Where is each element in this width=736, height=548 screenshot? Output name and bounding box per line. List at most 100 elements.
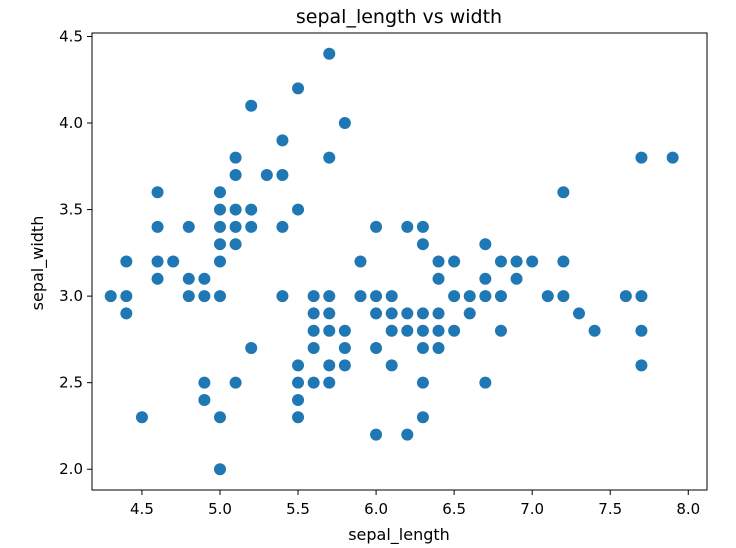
data-point (416, 238, 429, 251)
data-point (213, 220, 226, 233)
data-point (370, 220, 383, 233)
data-point (260, 168, 273, 181)
data-point (354, 255, 367, 268)
data-point (338, 342, 351, 355)
x-tick-label: 5.5 (286, 500, 310, 518)
data-point (120, 290, 133, 303)
x-tick-label: 5.0 (208, 500, 232, 518)
data-point (635, 290, 648, 303)
data-point (229, 238, 242, 251)
data-point (198, 393, 211, 406)
data-point (416, 307, 429, 320)
data-point (213, 255, 226, 268)
data-point (370, 290, 383, 303)
data-point (635, 359, 648, 372)
data-point (354, 290, 367, 303)
data-point (229, 220, 242, 233)
data-point (245, 342, 258, 355)
data-point (463, 307, 476, 320)
data-point (307, 376, 320, 389)
y-tick-label: 2.0 (59, 460, 83, 478)
data-point (292, 82, 305, 95)
data-point (479, 376, 492, 389)
x-axis-label: sepal_length (348, 525, 450, 545)
data-point (370, 342, 383, 355)
data-point (463, 290, 476, 303)
data-point (213, 290, 226, 303)
y-tick-label: 4.0 (59, 114, 83, 132)
data-point (198, 376, 211, 389)
x-tick-label: 4.5 (130, 500, 154, 518)
data-point (167, 255, 180, 268)
data-point (307, 290, 320, 303)
data-point (385, 324, 398, 337)
y-axis-label: sepal_width (28, 216, 48, 311)
data-point (213, 463, 226, 476)
data-point (323, 290, 336, 303)
data-point (229, 151, 242, 164)
data-point (416, 220, 429, 233)
data-point (338, 117, 351, 130)
data-point (292, 359, 305, 372)
data-point (307, 307, 320, 320)
data-point (370, 307, 383, 320)
data-point (323, 307, 336, 320)
data-point (494, 324, 507, 337)
data-point (510, 255, 523, 268)
data-point (494, 255, 507, 268)
data-point (557, 186, 570, 199)
data-point (182, 272, 195, 285)
x-axis-ticks: 4.5 5.0 5.5 6.0 6.5 7.0 7.5 8.0 (130, 490, 700, 518)
data-point (151, 220, 164, 233)
y-tick-label: 3.0 (59, 287, 83, 305)
data-point (541, 290, 554, 303)
data-point (432, 342, 445, 355)
data-point (292, 411, 305, 424)
data-point (338, 324, 351, 337)
data-point (448, 290, 461, 303)
y-tick-label: 4.5 (59, 27, 83, 45)
data-point (120, 307, 133, 320)
x-tick-label: 6.0 (364, 500, 388, 518)
data-point (292, 203, 305, 216)
data-point (292, 393, 305, 406)
data-point (104, 290, 117, 303)
data-point (307, 324, 320, 337)
data-point (401, 428, 414, 441)
data-point (416, 411, 429, 424)
y-tick-label: 3.5 (59, 201, 83, 219)
data-point (323, 324, 336, 337)
data-point (151, 255, 164, 268)
chart-title: sepal_length vs width (296, 6, 502, 28)
x-tick-label: 7.5 (598, 500, 622, 518)
data-point (448, 324, 461, 337)
data-point (323, 151, 336, 164)
data-point (213, 238, 226, 251)
data-point (198, 290, 211, 303)
data-point (276, 168, 289, 181)
data-point (245, 99, 258, 112)
data-point (401, 324, 414, 337)
data-point (338, 359, 351, 372)
data-point (229, 376, 242, 389)
data-point (416, 376, 429, 389)
data-point (401, 307, 414, 320)
data-point (213, 186, 226, 199)
data-point (229, 203, 242, 216)
data-point (323, 376, 336, 389)
x-tick-label: 7.0 (520, 500, 544, 518)
data-point (151, 186, 164, 199)
data-point (479, 238, 492, 251)
x-tick-label: 6.5 (442, 500, 466, 518)
data-point (557, 290, 570, 303)
data-point (619, 290, 632, 303)
data-points (104, 47, 679, 476)
data-point (385, 307, 398, 320)
data-point (432, 324, 445, 337)
data-point (213, 411, 226, 424)
data-point (323, 47, 336, 60)
data-point (526, 255, 539, 268)
data-point (276, 134, 289, 147)
data-point (401, 220, 414, 233)
